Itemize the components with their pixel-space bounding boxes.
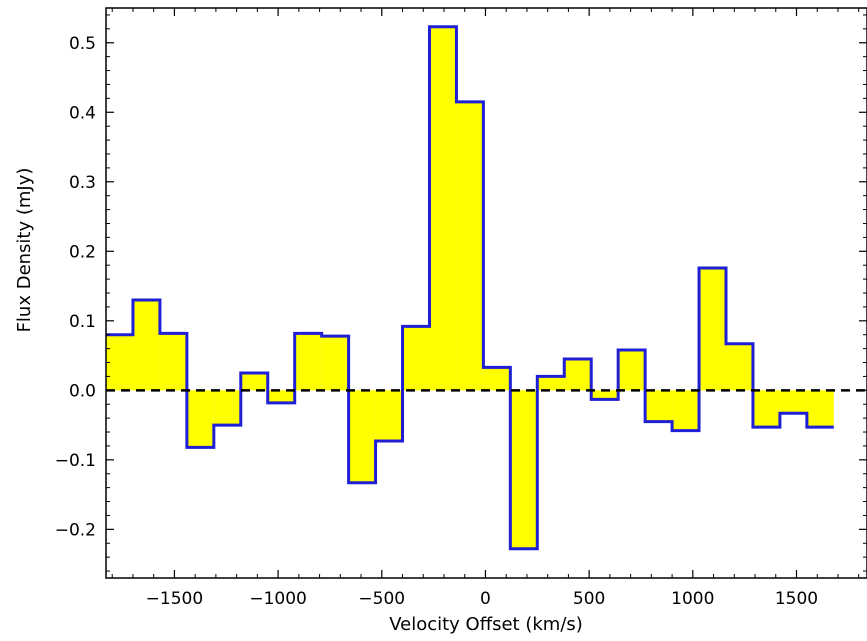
- y-tick-label: 0.2: [69, 242, 96, 262]
- x-axis-label: Velocity Offset (km/s): [389, 614, 583, 635]
- x-tick-label: −1000: [249, 589, 307, 609]
- bar-bin-5: [240, 372, 268, 391]
- x-tick-label: −500: [358, 589, 405, 609]
- bar-bin-9: [348, 390, 376, 483]
- bar-bin-20: [645, 390, 673, 422]
- y-axis-label: Flux Density (mJy): [14, 168, 35, 333]
- y-tick-label: 0.0: [69, 381, 96, 401]
- bar-bin-0: [106, 334, 133, 391]
- bar-bin-21: [672, 390, 700, 431]
- bar-bin-25: [779, 390, 807, 414]
- bar-bin-15: [510, 390, 538, 549]
- x-tick-label: −1500: [146, 589, 204, 609]
- step-outline: [106, 25, 834, 551]
- bar-bin-12: [429, 26, 457, 391]
- bar-bin-14: [483, 367, 511, 391]
- bar-bin-23: [725, 343, 753, 391]
- x-axis-ticks: −1500 −1000 −500 0 500 1000 1500: [111, 8, 860, 609]
- axes-frame: [105, 7, 867, 579]
- bar-bin-1: [132, 299, 160, 391]
- y-tick-label: 0.4: [69, 103, 96, 123]
- x-tick-label: 1000: [671, 589, 714, 609]
- y-axis-ticks: −0.2 −0.1 0.0 0.1 0.2 0.3 0.4 0.5: [55, 14, 867, 572]
- bar-bin-10: [375, 390, 403, 442]
- bar-bin-6: [267, 390, 295, 403]
- y-tick-label: 0.1: [69, 312, 96, 332]
- bar-bin-11: [402, 326, 430, 391]
- bar-bin-16: [537, 376, 565, 391]
- bar-bin-4: [213, 390, 241, 426]
- y-tick-label: −0.2: [55, 520, 96, 540]
- bar-bin-19: [618, 350, 646, 391]
- bar-bin-24: [752, 390, 780, 428]
- bar-bin-22: [699, 267, 726, 391]
- x-tick-label: 500: [573, 589, 605, 609]
- bar-bin-17: [564, 359, 592, 391]
- bar-bin-18: [591, 390, 619, 400]
- y-tick-label: 0.5: [69, 34, 96, 54]
- y-tick-label: 0.3: [69, 173, 96, 193]
- x-tick-label: 0: [480, 589, 491, 609]
- axes-border: [105, 7, 867, 579]
- bar-bin-2: [159, 333, 187, 391]
- bar-bin-8: [321, 336, 349, 391]
- plot-area: [106, 25, 867, 551]
- bar-bin-3: [186, 390, 214, 448]
- x-tick-label: 1500: [775, 589, 818, 609]
- y-tick-label: −0.1: [55, 451, 96, 471]
- bar-bin-7: [294, 333, 322, 391]
- bar-bin-13: [456, 101, 484, 391]
- bar-bin-26: [806, 390, 834, 428]
